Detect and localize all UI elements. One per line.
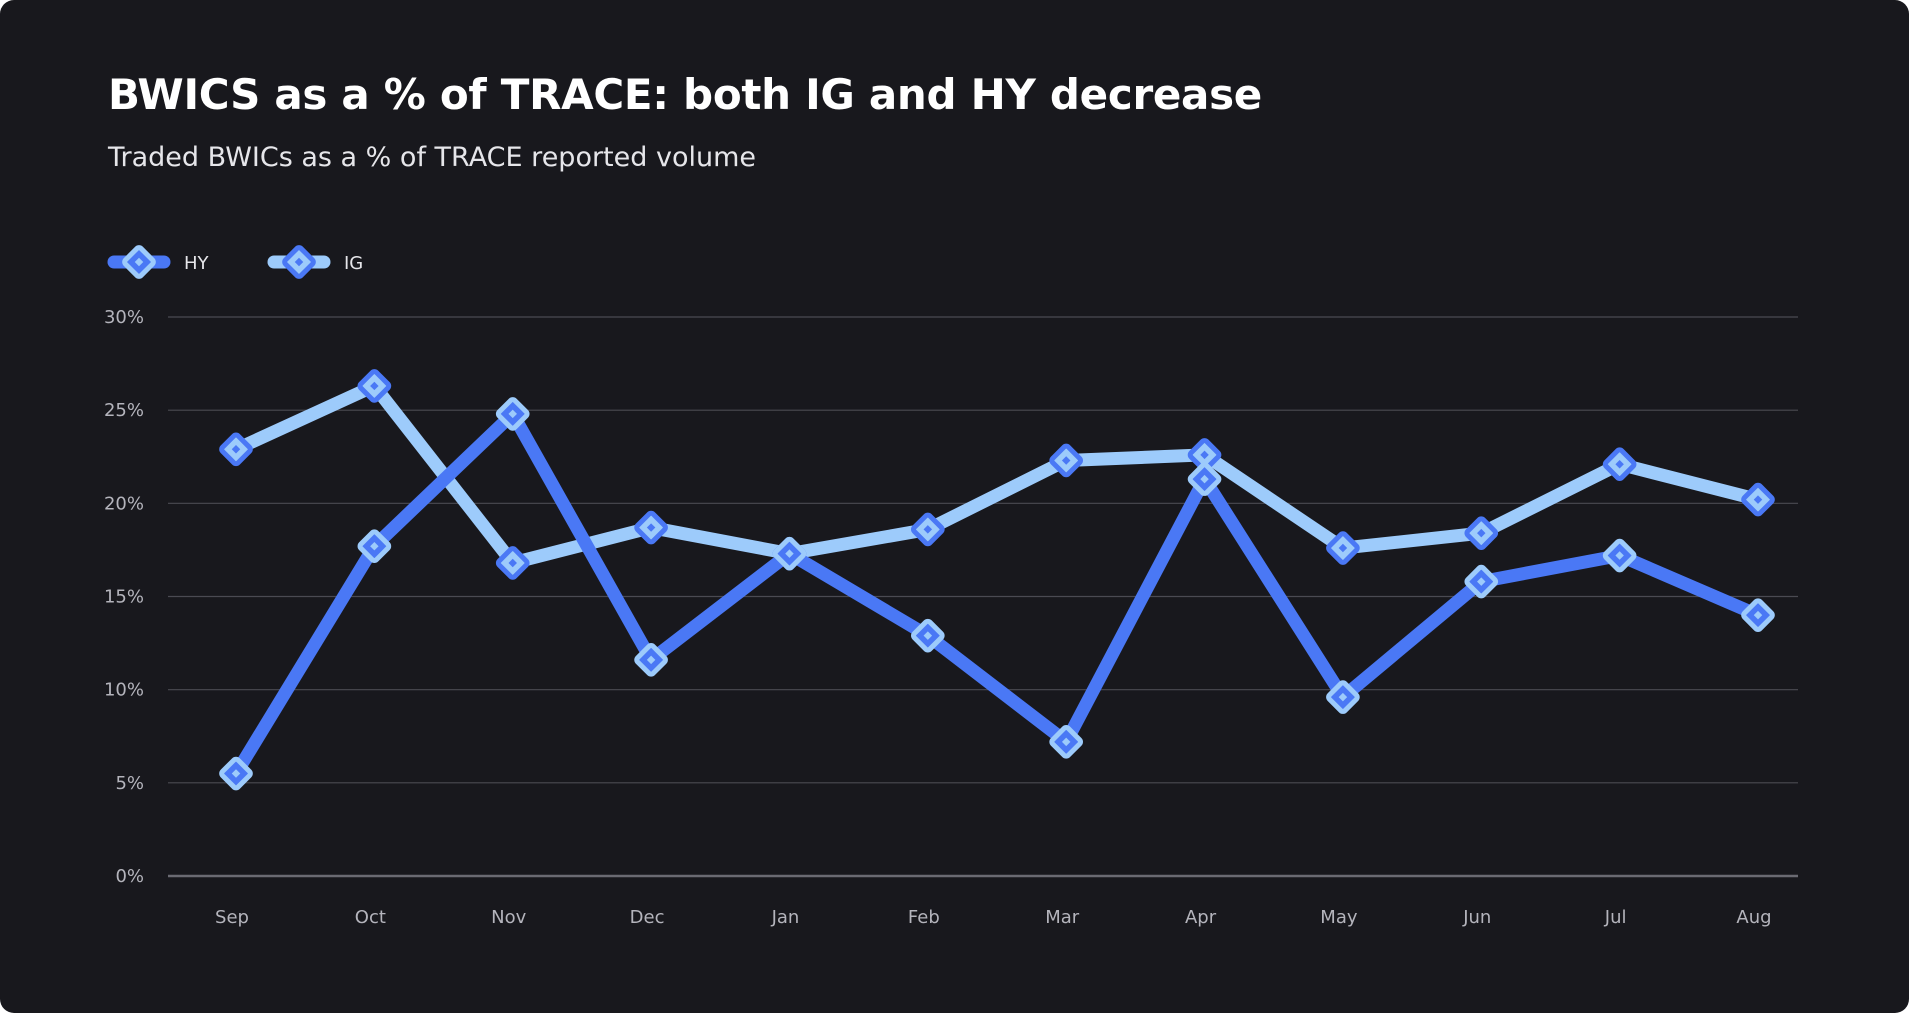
data-point-hy-center	[1338, 692, 1348, 702]
y-tick-label: 20%	[104, 493, 144, 514]
data-point-ig-center	[370, 381, 379, 391]
data-point-ig-center	[1061, 456, 1071, 465]
y-tick-label: 10%	[104, 680, 144, 701]
y-tick-label: 25%	[104, 400, 144, 421]
chart-title: BWICS as a % of TRACE: both IG and HY de…	[108, 70, 1262, 119]
series-line-ig	[229, 379, 1765, 570]
data-point-ig-center	[1615, 459, 1624, 469]
data-point-hy-center	[370, 541, 379, 551]
data-point-ig-center	[1753, 495, 1763, 504]
y-tick-label: 15%	[104, 587, 144, 608]
data-point-ig-center	[923, 525, 933, 534]
x-tick-label: Apr	[1185, 907, 1217, 928]
x-tick-label: Nov	[491, 907, 526, 928]
data-point-ig-center	[1477, 528, 1486, 538]
x-tick-label: Mar	[1045, 907, 1080, 928]
x-tick-label: Dec	[630, 907, 665, 928]
data-point-hy-center	[646, 655, 656, 665]
y-tick-label: 30%	[104, 307, 144, 328]
series-line-hy	[229, 407, 1765, 781]
legend-marker-ig-center	[294, 257, 304, 267]
x-tick-label: Oct	[355, 907, 386, 928]
chart-subtitle: Traded BWICs as a % of TRACE reported vo…	[108, 142, 756, 173]
legend-label-hy: HY	[184, 253, 210, 274]
data-point-ig-center	[646, 523, 656, 532]
y-tick-label: 0%	[115, 866, 144, 887]
x-tick-label: Sep	[215, 907, 249, 928]
data-point-ig-center	[508, 558, 517, 568]
x-tick-label: Jun	[1462, 907, 1491, 928]
x-tick-label: May	[1320, 907, 1358, 928]
data-point-hy-center	[1753, 610, 1763, 620]
data-point-hy-center	[785, 549, 794, 558]
data-point-ig-center	[1200, 450, 1209, 460]
x-tick-label: Feb	[908, 907, 940, 928]
x-tick-label: Jul	[1604, 907, 1627, 928]
legend-marker-hy-center	[134, 257, 144, 267]
legend-label-ig: IG	[344, 253, 363, 274]
data-point-hy-center	[1615, 551, 1624, 560]
y-tick-label: 5%	[115, 773, 144, 794]
x-tick-label: Aug	[1736, 907, 1771, 928]
data-point-hy-center	[923, 631, 933, 640]
x-tick-label: Jan	[771, 907, 800, 928]
data-point-hy-center	[1200, 474, 1209, 484]
data-point-hy-center	[508, 409, 517, 419]
data-point-hy-center	[1477, 577, 1486, 586]
data-point-ig-center	[231, 445, 241, 454]
data-point-hy-center	[1061, 737, 1071, 747]
data-point-ig-center	[1338, 543, 1348, 553]
